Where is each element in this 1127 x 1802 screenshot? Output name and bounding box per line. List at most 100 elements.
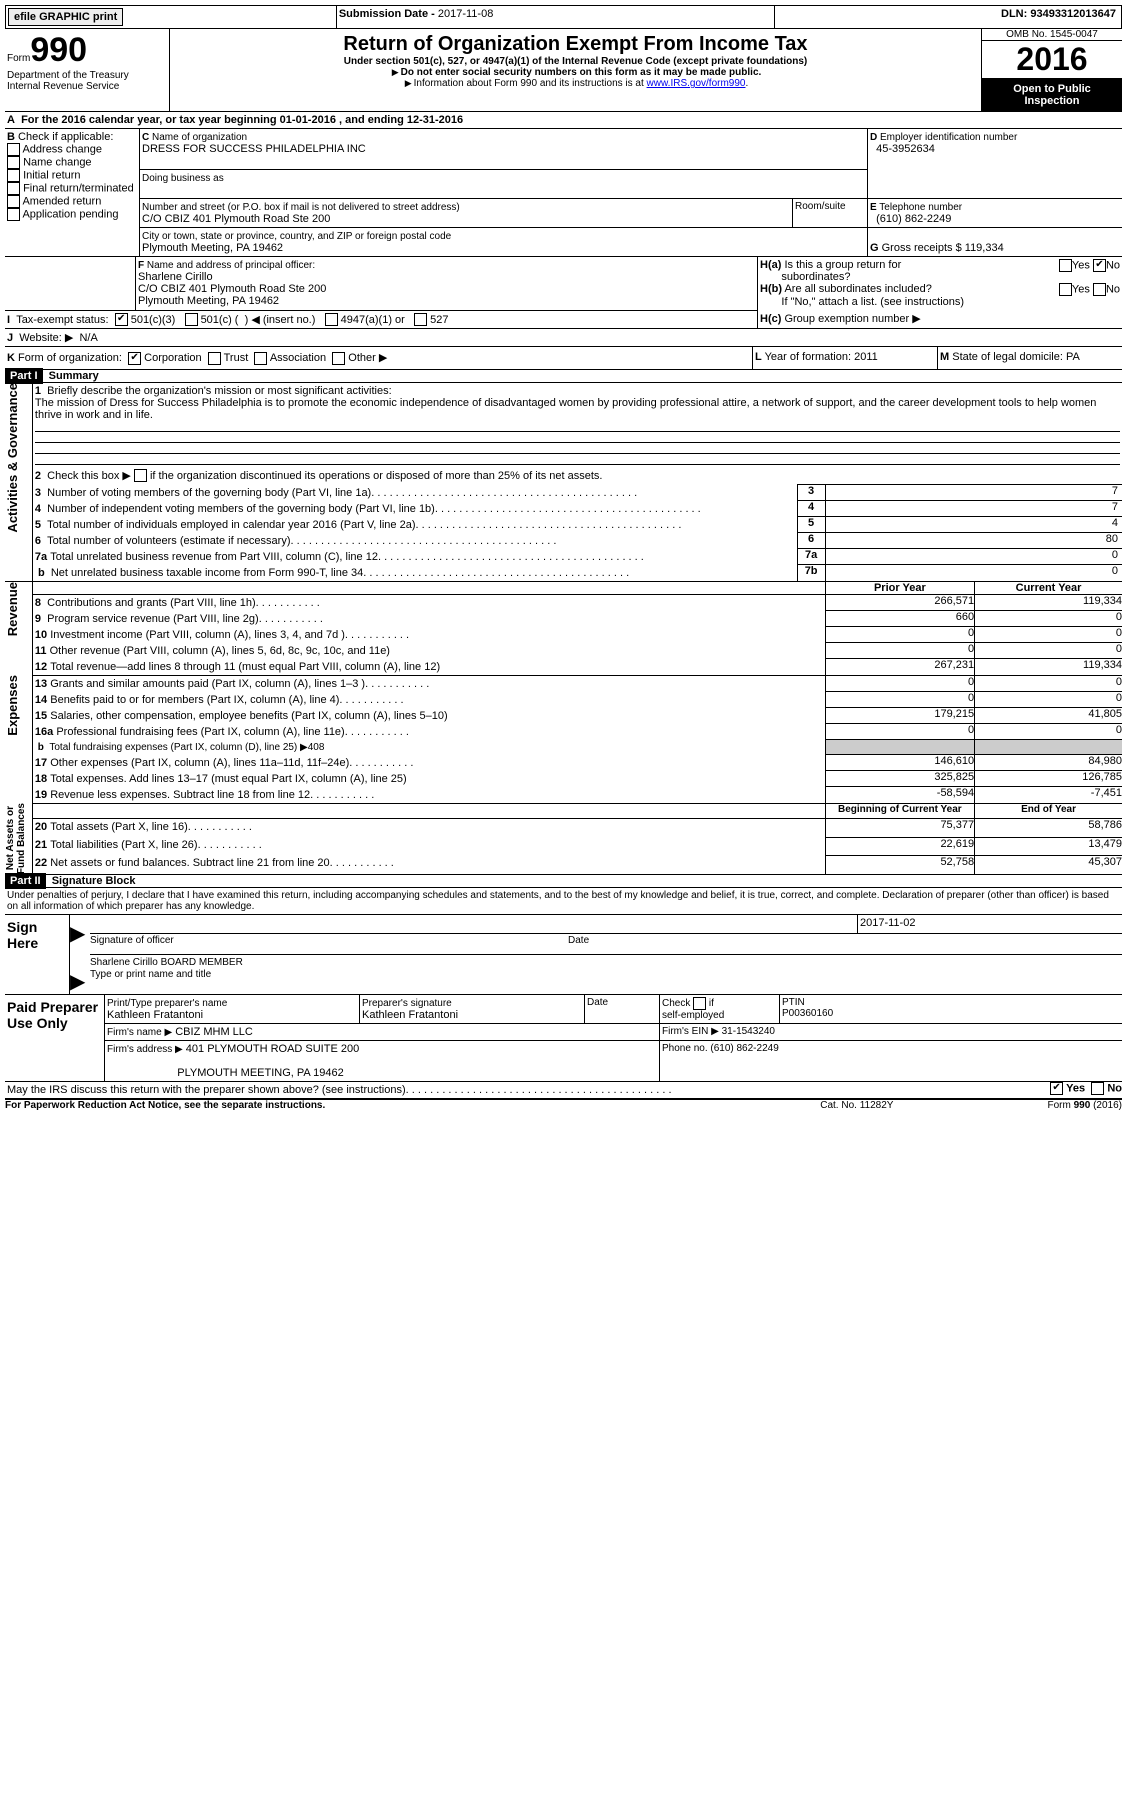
open-public-2: Inspection — [1024, 95, 1079, 107]
ein: 45-3952634 — [876, 143, 935, 155]
mission-text: The mission of Dress for Success Philade… — [35, 397, 1097, 421]
dept-line2: Internal Revenue Service — [7, 81, 167, 92]
501c-check[interactable] — [185, 313, 198, 326]
line7b-val: 0 — [825, 565, 1122, 582]
line10-prior: 0 — [825, 627, 975, 643]
form-title: Return of Organization Exempt From Incom… — [174, 33, 977, 56]
part2-label: Part II — [5, 873, 46, 889]
assoc-check[interactable] — [254, 352, 267, 365]
firm-addr2: PLYMOUTH MEETING, PA 19462 — [177, 1067, 343, 1079]
net-assets-label: Net Assets orFund Balances — [5, 803, 27, 874]
perjury-declaration: Under penalties of perjury, I declare th… — [5, 888, 1122, 915]
line8-prior: 266,571 — [825, 594, 975, 611]
final-return-check[interactable] — [7, 182, 20, 195]
paid-preparer-block: Paid Preparer Use Only Print/Type prepar… — [5, 995, 1122, 1082]
revenue-label: Revenue — [5, 582, 20, 636]
line17-curr: 84,980 — [975, 755, 1122, 771]
k-row: K Form of organization: ✔ Corporation Tr… — [5, 347, 1122, 370]
amended-check[interactable] — [7, 195, 20, 208]
line12-curr: 119,334 — [975, 659, 1122, 676]
app-pending-check[interactable] — [7, 208, 20, 221]
print-button[interactable]: efile GRAPHIC print — [8, 8, 123, 26]
527-check[interactable] — [414, 313, 427, 326]
ha-no-check[interactable]: ✔ — [1093, 259, 1106, 272]
expenses-label: Expenses — [5, 675, 20, 736]
form-prefix: Form — [7, 53, 30, 64]
officer-block: F Name and address of principal officer:… — [5, 257, 1122, 329]
line4-val: 7 — [825, 501, 1122, 517]
initial-return-check[interactable] — [7, 169, 20, 182]
discontinued-check[interactable] — [134, 469, 147, 482]
line5-val: 4 — [825, 517, 1122, 533]
line18-curr: 126,785 — [975, 771, 1122, 787]
footer-mid: Cat. No. 11282Y — [769, 1100, 944, 1111]
preparer-name: Kathleen Fratantoni — [107, 1009, 203, 1021]
line15-prior: 179,215 — [825, 708, 975, 724]
sign-here-label: Sign Here — [5, 915, 70, 995]
line8-curr: 119,334 — [975, 594, 1122, 611]
hb-yes-check[interactable] — [1059, 283, 1072, 296]
dba-label: Doing business as — [142, 173, 224, 184]
line9-prior: 660 — [825, 611, 975, 627]
ha-yes-check[interactable] — [1059, 259, 1072, 272]
line19-prior: -58,594 — [825, 787, 975, 804]
hb-no-check[interactable] — [1093, 283, 1106, 296]
501c3-check[interactable]: ✔ — [115, 313, 128, 326]
line18-prior: 325,825 — [825, 771, 975, 787]
line22-begin: 52,758 — [825, 855, 975, 874]
open-public-1: Open to Public — [1013, 83, 1091, 95]
activities-governance-label: Activities & Governance — [5, 383, 20, 533]
part1-label: Part I — [5, 368, 43, 384]
line20-begin: 75,377 — [825, 818, 975, 837]
line16a-prior: 0 — [825, 724, 975, 740]
line14-curr: 0 — [975, 692, 1122, 708]
firm-addr1: 401 PLYMOUTH ROAD SUITE 200 — [186, 1043, 359, 1055]
other-check[interactable] — [332, 352, 345, 365]
check-applicable-label: Check if applicable: — [18, 131, 113, 143]
year-formation: 2011 — [854, 351, 878, 363]
line21-end: 13,479 — [975, 837, 1122, 855]
trust-check[interactable] — [208, 352, 221, 365]
line16b-val: 408 — [308, 742, 325, 753]
city-state-zip: Plymouth Meeting, PA 19462 — [142, 242, 283, 254]
discuss-yes-check[interactable]: ✔ — [1050, 1082, 1063, 1095]
line3-val: 7 — [825, 485, 1122, 501]
state-domicile: PA — [1066, 351, 1080, 363]
submission-date: 2017-11-08 — [438, 8, 493, 20]
corp-check[interactable]: ✔ — [128, 352, 141, 365]
part2-title: Signature Block — [52, 875, 136, 887]
line11-prior: 0 — [825, 643, 975, 659]
line17-prior: 146,610 — [825, 755, 975, 771]
website: N/A — [79, 332, 97, 344]
irs-link[interactable]: www.IRS.gov/form990 — [647, 78, 746, 89]
footer-left: For Paperwork Reduction Act Notice, see … — [5, 1100, 769, 1111]
self-employed-check[interactable] — [693, 997, 706, 1010]
4947-check[interactable] — [325, 313, 338, 326]
form-header: Form990 Department of the Treasury Inter… — [5, 29, 1122, 112]
line6-val: 80 — [825, 533, 1122, 549]
line12-prior: 267,231 — [825, 659, 975, 676]
officer-name: Sharlene Cirillo BOARD MEMBER — [90, 957, 243, 968]
entity-block: B Check if applicable: Address change Na… — [5, 129, 1122, 257]
firm-phone: (610) 862-2249 — [710, 1043, 778, 1054]
ptin: P00360160 — [782, 1008, 833, 1019]
line10-curr: 0 — [975, 627, 1122, 643]
line13-prior: 0 — [825, 675, 975, 692]
addr-change-check[interactable] — [7, 143, 20, 156]
line9-curr: 0 — [975, 611, 1122, 627]
discuss-no-check[interactable] — [1091, 1082, 1104, 1095]
omb-number: OMB No. 1545-0047 — [982, 29, 1122, 41]
efile-bar: efile GRAPHIC print Submission Date - 20… — [5, 5, 1122, 29]
name-change-check[interactable] — [7, 156, 20, 169]
sign-date: 2017-11-02 — [858, 915, 1123, 934]
form-number: 990 — [30, 31, 87, 69]
tax-year: 2016 — [982, 41, 1122, 79]
subtitle-1: Under section 501(c), 527, or 4947(a)(1)… — [174, 56, 977, 67]
j-row: J Website: ▶ N/A — [5, 329, 1122, 347]
street-address: C/O CBIZ 401 Plymouth Road Ste 200 — [142, 213, 330, 225]
page-footer: For Paperwork Reduction Act Notice, see … — [5, 1100, 1122, 1111]
line20-end: 58,786 — [975, 818, 1122, 837]
sign-here-block: Sign Here ▶▶ 2017-11-02 Signature of off… — [5, 915, 1122, 995]
paid-preparer-label: Paid Preparer Use Only — [5, 995, 105, 1082]
line16a-curr: 0 — [975, 724, 1122, 740]
